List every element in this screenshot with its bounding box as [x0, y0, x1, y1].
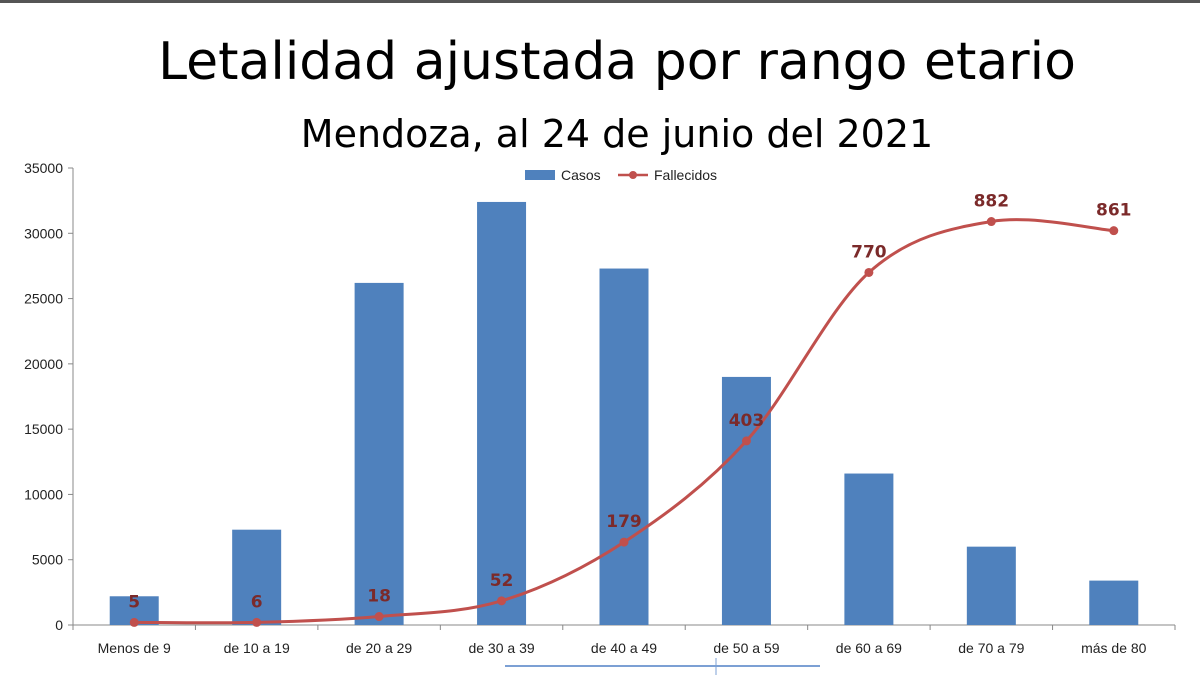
top-border	[0, 0, 1200, 3]
x-tick-label: Menos de 9	[98, 640, 171, 656]
y-tick-label: 0	[55, 617, 63, 633]
point-fallecidos	[741, 436, 751, 446]
data-label-fallecidos: 18	[367, 587, 391, 607]
point-fallecidos	[619, 537, 629, 547]
bar-casos	[354, 282, 404, 625]
x-tick-label: de 50 a 59	[713, 640, 779, 656]
bar-casos	[966, 546, 1016, 625]
y-tick-label: 5000	[32, 552, 63, 568]
x-tick-label: de 10 a 19	[224, 640, 290, 656]
bar-casos	[721, 376, 771, 625]
y-tick-label: 20000	[24, 356, 63, 372]
bar-casos	[232, 529, 282, 625]
legend-swatch-fallecidos-dot	[629, 171, 637, 179]
data-label-fallecidos: 6	[251, 592, 263, 612]
y-tick-label: 35000	[24, 160, 63, 176]
y-tick-label: 30000	[24, 225, 63, 241]
bar-casos	[844, 473, 894, 625]
x-tick-label: más de 80	[1081, 640, 1147, 656]
y-tick-label: 10000	[24, 486, 63, 502]
bar-casos	[477, 201, 527, 625]
x-tick-label: de 20 a 29	[346, 640, 412, 656]
chart-title: Letalidad ajustada por rango etario	[158, 32, 1076, 92]
data-label-fallecidos: 770	[851, 242, 887, 262]
chart-subtitle: Mendoza, al 24 de junio del 2021	[300, 112, 934, 156]
data-label-fallecidos: 882	[974, 192, 1010, 212]
x-tick-label: de 30 a 39	[468, 640, 534, 656]
data-label-fallecidos: 52	[490, 571, 514, 591]
legend-label-fallecidos: Fallecidos	[654, 167, 717, 183]
point-fallecidos	[252, 617, 262, 627]
point-fallecidos	[497, 596, 507, 606]
x-tick-label: de 40 a 49	[591, 640, 657, 656]
bar-casos	[1089, 580, 1139, 625]
point-fallecidos	[986, 217, 996, 227]
point-fallecidos	[129, 617, 139, 627]
x-tick-label: de 70 a 79	[958, 640, 1024, 656]
y-tick-label: 15000	[24, 421, 63, 437]
bar-casos	[599, 268, 649, 625]
data-label-fallecidos: 403	[729, 411, 765, 431]
y-tick-label: 25000	[24, 291, 63, 307]
point-fallecidos	[1109, 226, 1119, 236]
legend-label-casos: Casos	[561, 167, 601, 183]
point-fallecidos	[864, 267, 874, 277]
line-fallecidos	[134, 218, 1114, 625]
data-label-fallecidos: 5	[128, 592, 140, 612]
data-label-fallecidos: 861	[1096, 201, 1132, 221]
x-tick-label: de 60 a 69	[836, 640, 902, 656]
data-label-fallecidos: 179	[606, 512, 642, 532]
point-fallecidos	[374, 612, 384, 622]
legend-swatch-casos	[525, 170, 555, 180]
